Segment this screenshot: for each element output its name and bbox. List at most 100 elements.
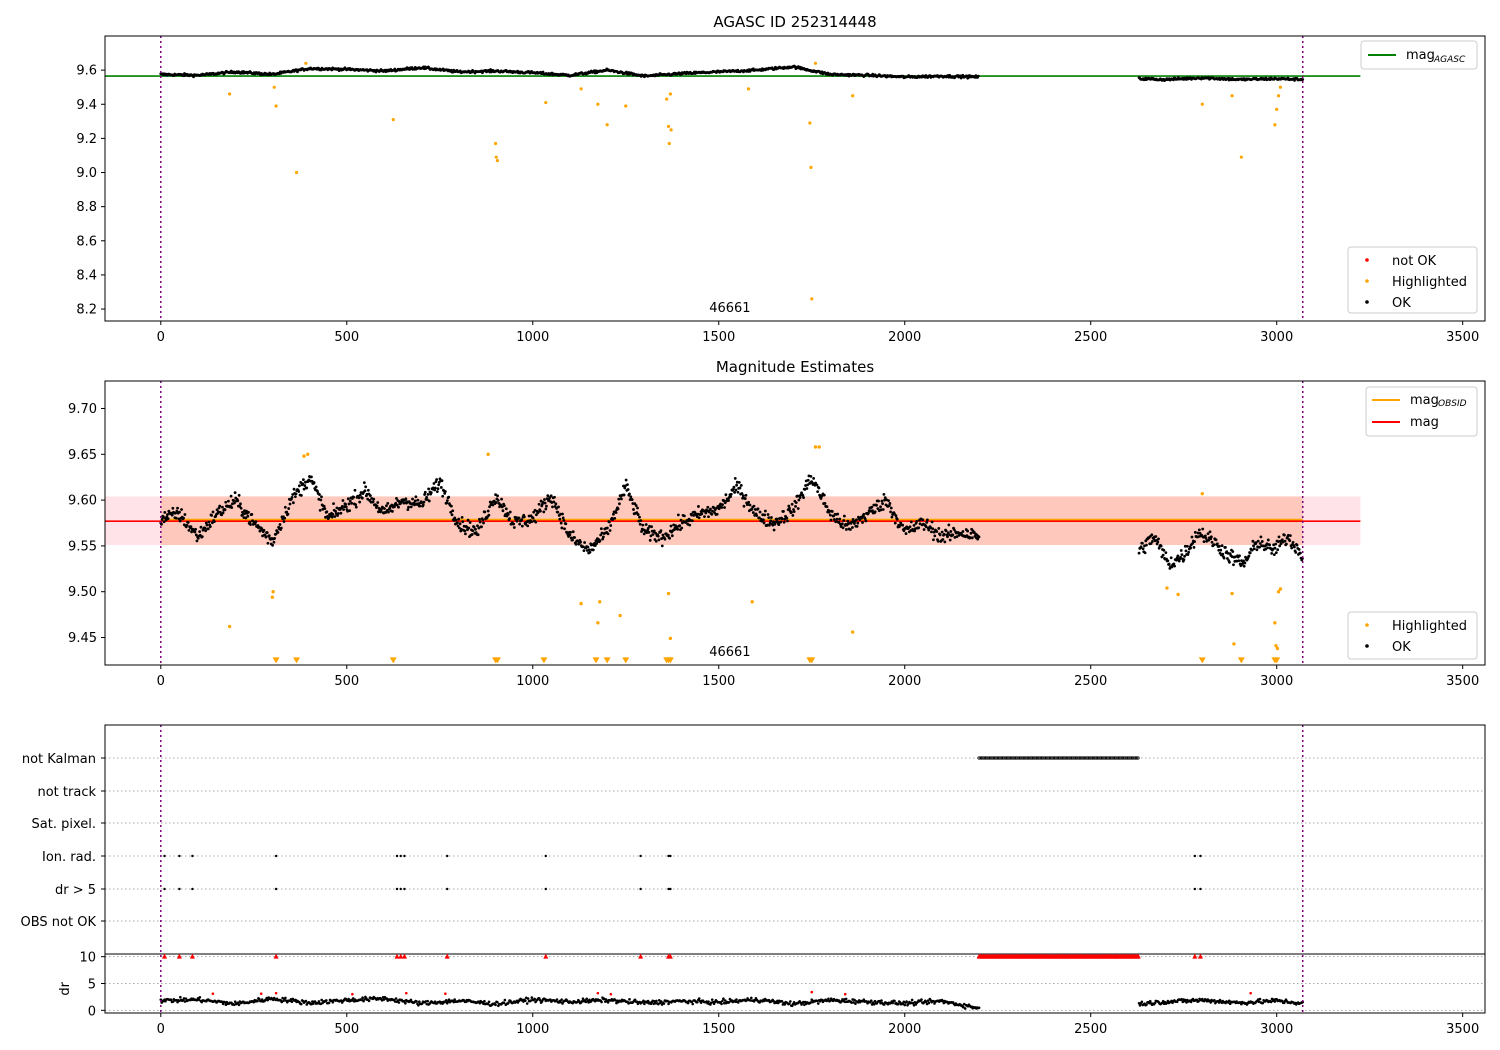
ok-point: [1224, 546, 1227, 549]
ok-point: [682, 514, 686, 518]
ok-point: [223, 508, 227, 512]
ok-point: [334, 509, 337, 513]
ok-point: [1220, 544, 1224, 547]
ok-point: [873, 510, 877, 514]
dr-point: [540, 1000, 544, 1003]
ok-point: [1272, 553, 1276, 556]
dr-point: [1184, 998, 1187, 1002]
ok-point: [737, 480, 741, 484]
ok-point: [876, 507, 880, 511]
ok-point: [721, 503, 724, 507]
y-tick-label: 8.8: [76, 200, 97, 215]
ok-point: [233, 501, 236, 505]
ok-point: [543, 498, 546, 501]
highlighted-point: [302, 454, 306, 458]
highlighted-point: [668, 636, 673, 641]
flag-row-label: Sat. pixel.: [32, 817, 96, 832]
ok-point: [564, 522, 568, 526]
ok-point: [722, 499, 726, 503]
ok-point: [1201, 527, 1205, 531]
ok-point: [806, 483, 809, 487]
ok-point: [527, 514, 531, 518]
dr-point: [697, 997, 701, 1000]
ok-point: [297, 490, 301, 493]
dr-point: [171, 1000, 175, 1004]
ok-point: [1154, 535, 1158, 538]
highlighted-point: [1273, 123, 1277, 127]
ok-point: [170, 513, 174, 517]
ok-point: [926, 518, 929, 522]
ok-point: [732, 485, 736, 489]
dr-notok-point: [596, 991, 600, 995]
dr-point: [854, 1002, 857, 1005]
ok-point: [623, 486, 627, 490]
ok-point: [450, 513, 454, 517]
highlighted-point: [809, 165, 813, 170]
ok-point: [1260, 540, 1264, 543]
dr-point: [179, 995, 182, 999]
highlighted-point: [1275, 107, 1279, 111]
ok-point: [1283, 539, 1287, 543]
ok-point: [1254, 541, 1258, 544]
ok-point: [816, 490, 820, 494]
ok-point: [204, 529, 208, 533]
ok-point: [842, 519, 846, 522]
dr-point: [317, 1000, 321, 1003]
legend-marker: [1365, 300, 1369, 304]
ok-point: [557, 505, 560, 509]
dr-point: [417, 1003, 420, 1007]
highlighted-point: [850, 630, 855, 634]
ok-point: [763, 513, 767, 517]
highlighted-point: [750, 600, 754, 604]
dr-point: [941, 999, 945, 1003]
dr-point: [280, 1000, 283, 1004]
dr-point: [320, 998, 323, 1002]
ok-point: [272, 540, 276, 544]
ok-point: [227, 499, 230, 503]
dr-point: [325, 999, 328, 1002]
ok-point: [502, 504, 506, 508]
ok-point: [1167, 562, 1171, 566]
ok-point: [291, 501, 295, 505]
x-tick-label: 2000: [888, 330, 921, 345]
ok-point: [622, 493, 626, 497]
ok-point: [330, 515, 334, 519]
ok-point: [1258, 542, 1262, 545]
ok-point: [636, 506, 639, 510]
x-tick-label: 1000: [516, 1022, 549, 1037]
highlighted-offscale-marker: [1237, 657, 1245, 664]
ok-point: [822, 493, 826, 497]
dr-notok-point: [404, 991, 408, 995]
ok-point: [676, 527, 680, 531]
highlighted-offscale-marker: [1273, 657, 1281, 664]
ok-point: [720, 506, 724, 509]
dr-clipped-marker: [401, 953, 407, 959]
ok-point: [239, 506, 243, 510]
dr-point: [783, 1003, 787, 1006]
dr-point: [891, 1001, 894, 1005]
ok-point: [752, 504, 756, 508]
ok-point: [555, 506, 558, 510]
ion-rad-marker: [178, 854, 181, 858]
dr-point: [418, 1000, 421, 1004]
ok-point: [770, 516, 773, 519]
ok-point: [1247, 554, 1251, 558]
ok-point: [626, 483, 629, 487]
dr-point: [367, 999, 371, 1003]
dr-point: [920, 998, 923, 1001]
legend-label: mag: [1410, 415, 1439, 430]
dr-gt-5-marker: [1193, 887, 1197, 891]
ok-point: [1149, 542, 1153, 545]
dr-point: [1166, 999, 1170, 1003]
highlighted-point: [596, 621, 600, 625]
ok-point: [769, 519, 773, 523]
x-tick-label: 1000: [516, 330, 549, 345]
ok-point: [1242, 559, 1245, 563]
ok-point: [666, 533, 670, 537]
ok-point: [558, 517, 562, 521]
ok-point: [788, 506, 791, 510]
dr-notok-point: [444, 992, 447, 995]
ion-rad-marker: [669, 854, 672, 858]
dr-point: [588, 998, 591, 1002]
dr-point: [444, 999, 448, 1002]
